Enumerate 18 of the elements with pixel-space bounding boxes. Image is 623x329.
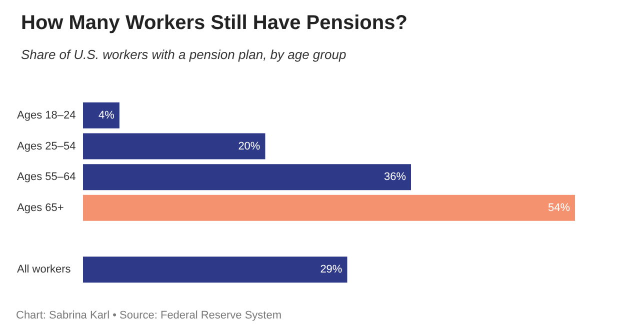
data-label: 20% bbox=[238, 140, 260, 152]
data-label: 54% bbox=[548, 202, 570, 214]
data-label: 4% bbox=[98, 109, 115, 122]
chart-subtitle: Share of U.S. workers with a pension plan, by age group bbox=[21, 47, 346, 62]
y-tick-label: Ages 25–54 bbox=[17, 140, 76, 152]
y-tick-label: All workers bbox=[17, 264, 72, 276]
data-label: 36% bbox=[384, 171, 406, 184]
y-tick-label: Ages 65+ bbox=[17, 202, 64, 214]
chart-title: How Many Workers Still Have Pensions? bbox=[21, 12, 408, 34]
data-label: 29% bbox=[320, 264, 342, 276]
y-tick-label: Ages 55–64 bbox=[17, 171, 76, 184]
bar bbox=[83, 194, 575, 221]
bar bbox=[83, 102, 120, 128]
bar bbox=[83, 164, 411, 190]
bar bbox=[83, 133, 266, 160]
text: Chart: Sabrina Karl • Source: Federal Reserve System bbox=[16, 310, 282, 322]
bar bbox=[83, 256, 348, 283]
y-tick-label: Ages 18–24 bbox=[17, 109, 76, 122]
